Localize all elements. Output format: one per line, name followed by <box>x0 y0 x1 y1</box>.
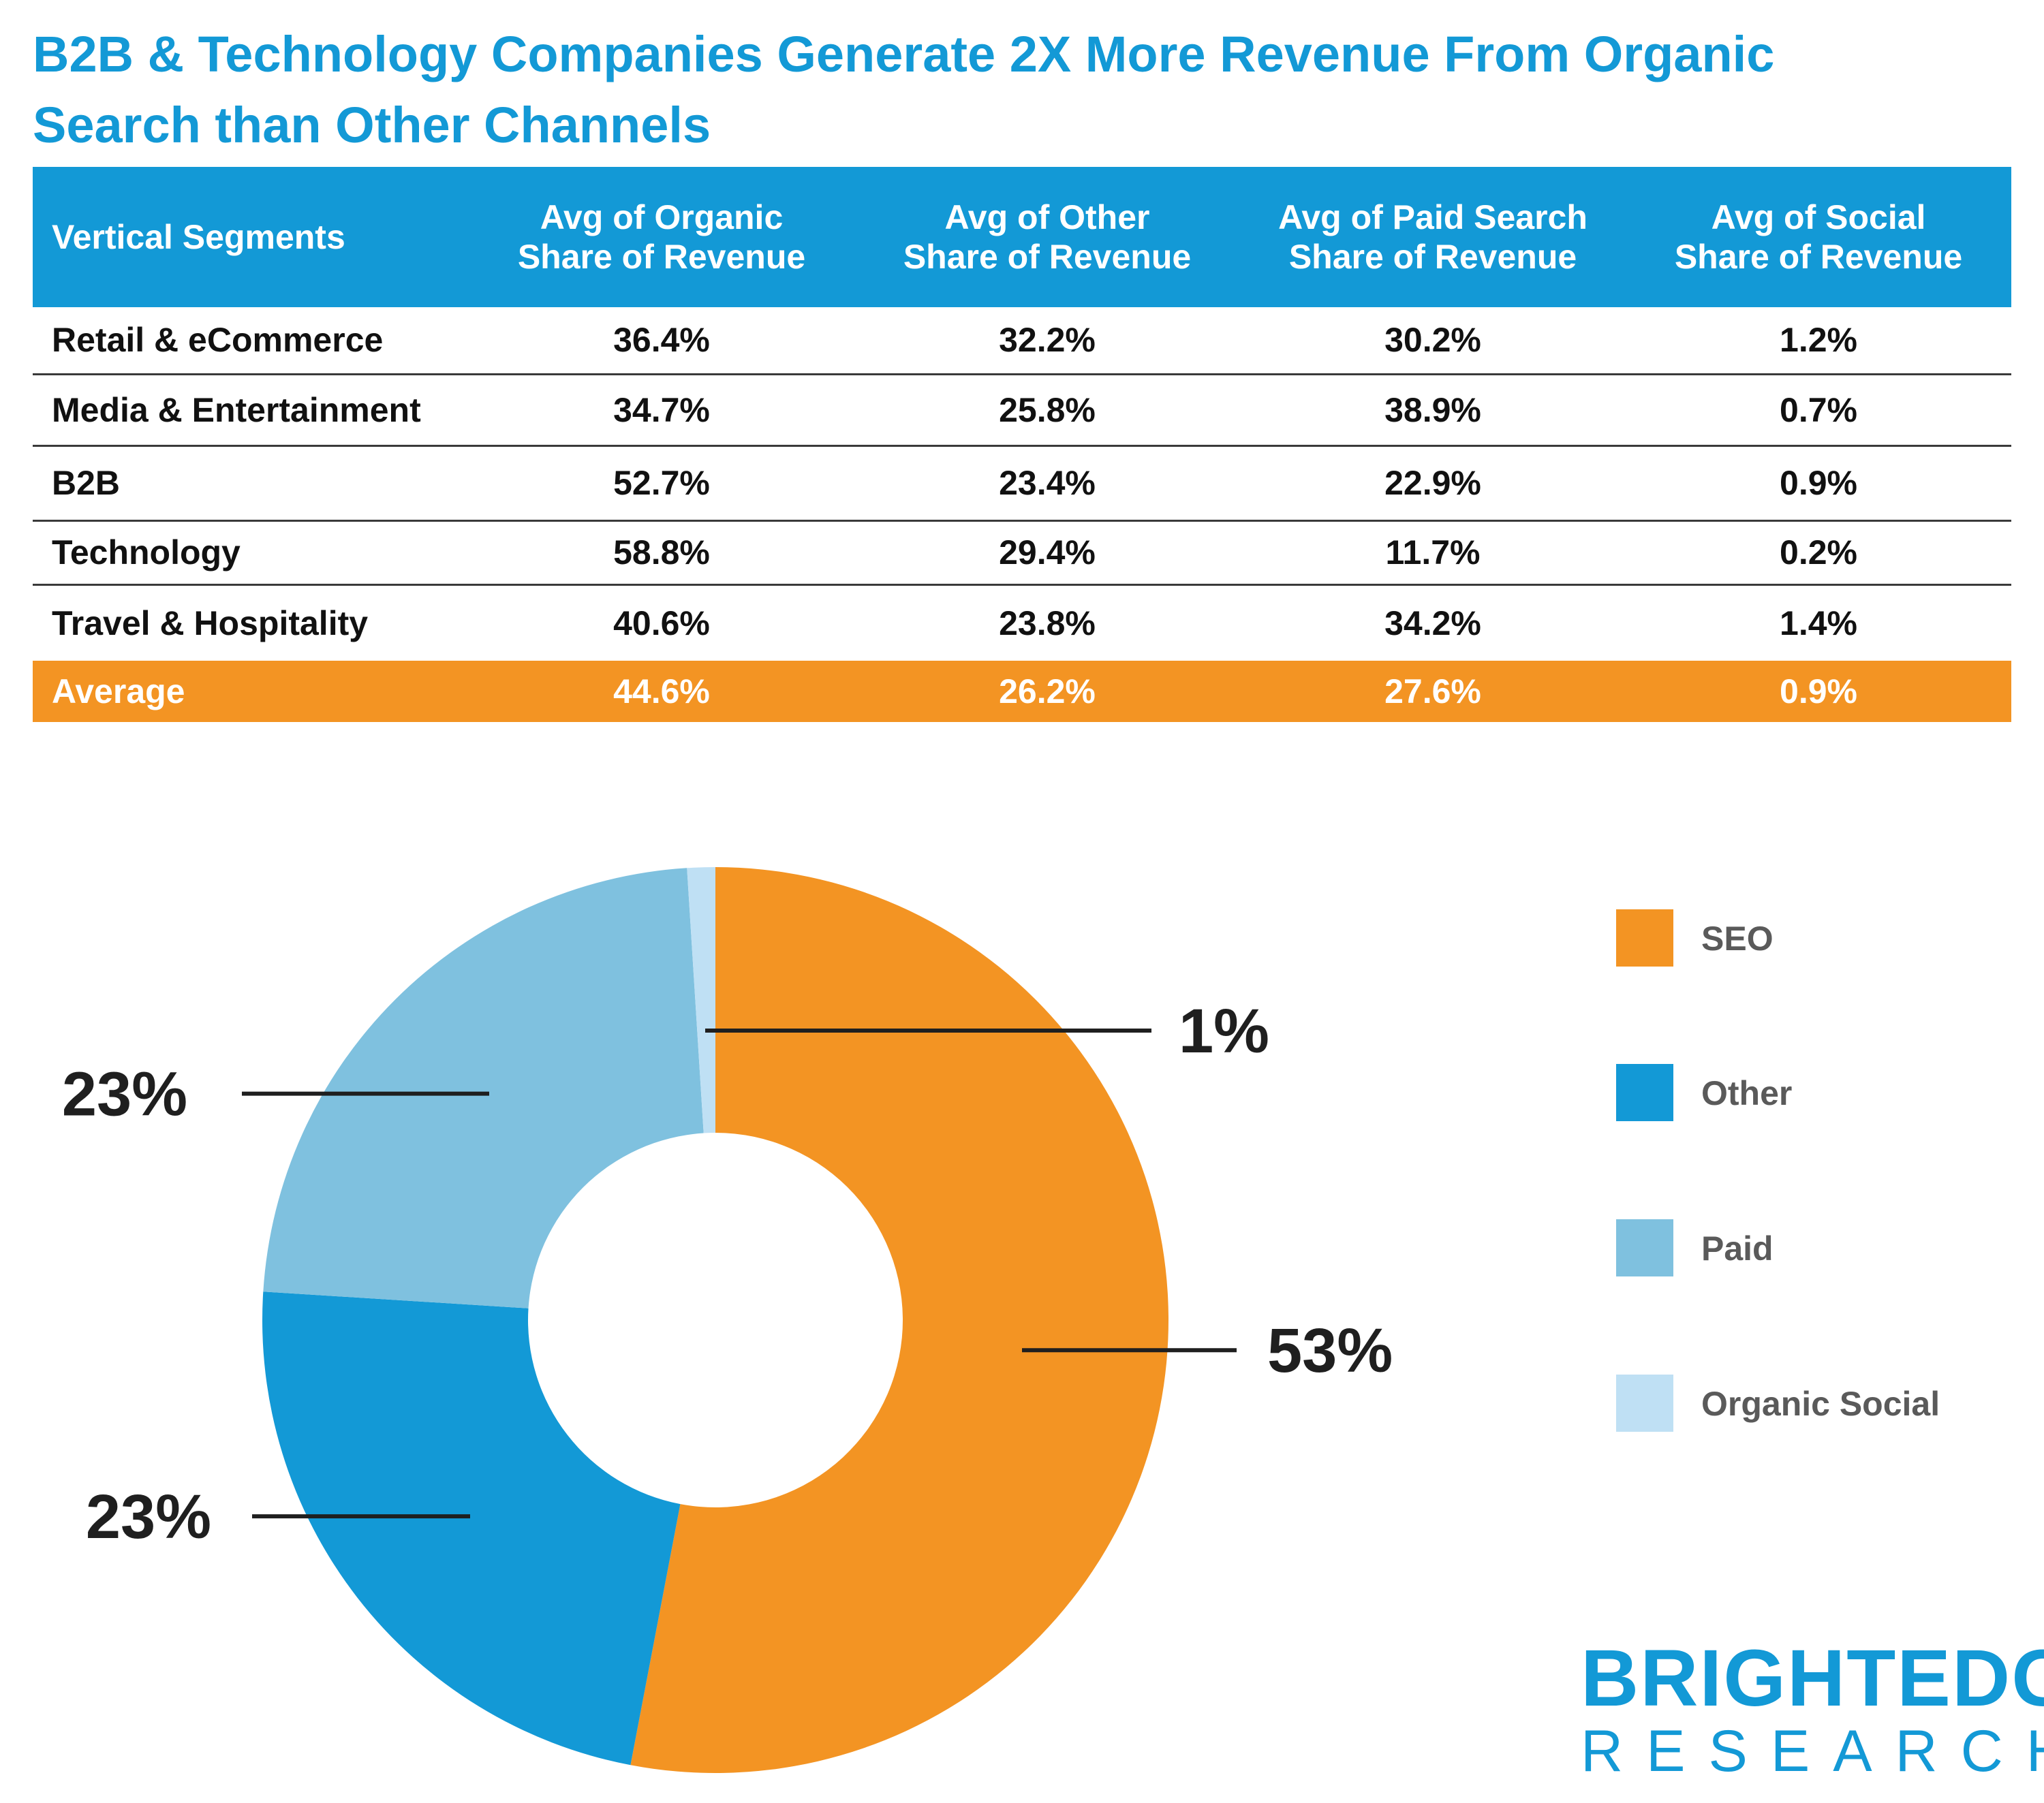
cell-paid: 38.9% <box>1240 374 1626 447</box>
cell-segment: Travel & Hospitality <box>52 603 369 642</box>
cell-average-paid: 27.6% <box>1240 661 1626 722</box>
data-label-paid: 23% <box>62 1060 187 1129</box>
legend-item-seo: SEO <box>1616 909 2025 967</box>
donut-slice-other <box>262 1291 681 1766</box>
legend-item-other: Other <box>1616 1064 2025 1121</box>
table-row: Technology 58.8% 29.4% 11.7% 0.2% <box>33 520 2011 586</box>
header-organic-share: Avg of Organic Share of Revenue <box>469 167 854 307</box>
cell-segment: Media & Entertainment <box>33 374 469 447</box>
chart-title: B2B & Technology Companies Generate 2X M… <box>33 26 1775 153</box>
data-label-seo: 53% <box>1267 1316 1393 1385</box>
legend-label-paid: Paid <box>1701 1229 1774 1268</box>
brightedge-research-logo: BRIGHTEDGE RESEARCH <box>1581 1633 2044 1784</box>
table-row: B2B 52.7% 23.4% 22.9% 0.9% <box>33 445 2011 522</box>
legend-swatch-seo <box>1616 909 1673 967</box>
cell-segment: B2B <box>33 445 469 522</box>
data-label-organic-social: 1% <box>1179 997 1269 1066</box>
cell-organic: 36.4% <box>469 307 854 375</box>
table-row: Media & Entertainment 34.7% 25.8% 38.9% … <box>33 374 2011 447</box>
cell-organic: 40.6% <box>613 603 710 642</box>
average-row: Average 44.6% 26.2% 27.6% 0.9% <box>33 661 2011 722</box>
legend-label-other: Other <box>1701 1074 1793 1112</box>
donut-chart-svg: 53% 23% 23% 1% <box>62 867 1393 1773</box>
cell-social: 1.4% <box>1780 603 1857 642</box>
header-other-share: Avg of Other Share of Revenue <box>854 167 1240 307</box>
cell-organic: 34.7% <box>469 374 854 447</box>
cell-other: 25.8% <box>854 374 1240 447</box>
cell-other: 29.4% <box>854 520 1240 586</box>
cell-organic: 58.8% <box>469 520 854 586</box>
legend-item-paid: Paid <box>1616 1219 2025 1276</box>
cell-paid: 22.9% <box>1240 445 1626 522</box>
cell-other: 32.2% <box>854 307 1240 375</box>
data-label-other: 23% <box>86 1482 211 1552</box>
revenue-share-table: Vertical Segments Avg of Organic Share of… <box>33 167 2011 722</box>
legend-swatch-paid <box>1616 1219 1673 1276</box>
donut-slice-paid <box>263 868 704 1308</box>
header-social-share: Avg of Social Share of Revenue <box>1626 167 2011 307</box>
donut-slice-seo <box>630 867 1168 1773</box>
header-vertical-segments: Vertical Segments <box>33 167 469 307</box>
donut-slice-organic-social <box>687 867 715 1133</box>
cell-social: 1.2% <box>1626 307 2011 375</box>
cell-other: 23.4% <box>854 445 1240 522</box>
cell-social: 0.2% <box>1626 520 2011 586</box>
table-row: Retail & eCommerce 36.4% 32.2% 30.2% 1.2… <box>33 307 2011 375</box>
table-header-row: Vertical Segments Avg of Organic Share of… <box>33 167 2011 307</box>
legend-label-organic-social: Organic Social <box>1701 1385 1940 1423</box>
cell-organic: 52.7% <box>469 445 854 522</box>
cell-other: 23.8% <box>999 603 1096 642</box>
header-paid-search-share: Avg of Paid Search Share of Revenue <box>1240 167 1626 307</box>
logo-research: RESEARCH <box>1581 1719 2044 1784</box>
cell-average-label: Average <box>33 661 469 722</box>
legend-swatch-other <box>1616 1064 1673 1121</box>
legend-label-seo: SEO <box>1701 920 1774 958</box>
cell-paid: 34.2% <box>1384 603 1481 642</box>
legend-item-organic-social: Organic Social <box>1616 1375 2025 1432</box>
cell-average-organic: 44.6% <box>469 661 854 722</box>
table-row: Travel & Hospitality 40.6% 23.8% 34.2% 1… <box>33 584 2011 661</box>
donut-chart: 53% 23% 23% 1% <box>0 831 1499 1803</box>
cell-paid: 30.2% <box>1240 307 1626 375</box>
logo-brightedge: BRIGHTEDGE <box>1581 1633 2044 1723</box>
legend-swatch-organic-social <box>1616 1375 1673 1432</box>
cell-segment: Retail & eCommerce <box>33 307 469 375</box>
cell-average-other: 26.2% <box>854 661 1240 722</box>
cell-social: 0.7% <box>1626 374 2011 447</box>
cell-paid: 11.7% <box>1240 520 1626 586</box>
cell-segment: Technology <box>33 520 469 586</box>
cell-average-social: 0.9% <box>1626 661 2011 722</box>
cell-social: 0.9% <box>1626 445 2011 522</box>
